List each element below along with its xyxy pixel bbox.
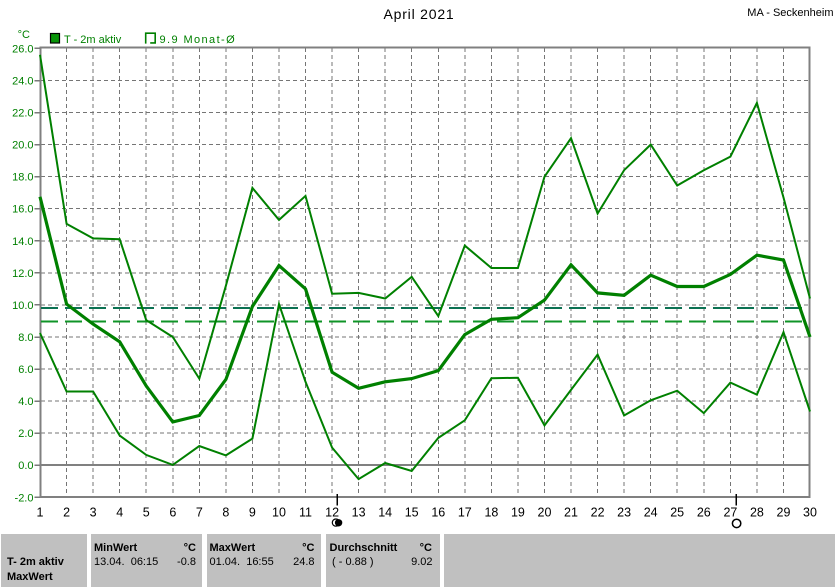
svg-text:21: 21	[564, 506, 578, 520]
svg-text:6.0: 6.0	[18, 364, 33, 376]
svg-text:25: 25	[670, 506, 684, 520]
svg-text:6: 6	[169, 506, 176, 520]
svg-text:18: 18	[484, 506, 498, 520]
svg-text:24.0: 24.0	[12, 76, 33, 88]
svg-text:7: 7	[196, 506, 203, 520]
svg-text:20: 20	[538, 506, 552, 520]
svg-text:MA - Seckenheim: MA - Seckenheim	[747, 7, 833, 19]
svg-text:30: 30	[803, 506, 817, 520]
svg-text:16: 16	[431, 506, 445, 520]
svg-text:26: 26	[697, 506, 711, 520]
svg-text:22.0: 22.0	[12, 108, 33, 120]
svg-text:2.0: 2.0	[18, 428, 33, 440]
svg-text:°C: °C	[18, 29, 30, 41]
svg-text:9: 9	[249, 506, 256, 520]
svg-text:12.0: 12.0	[12, 268, 33, 280]
svg-text:27: 27	[723, 506, 737, 520]
svg-text:10.0: 10.0	[12, 300, 33, 312]
svg-text:10: 10	[272, 506, 286, 520]
svg-text:0.0: 0.0	[18, 460, 33, 472]
svg-text:4: 4	[116, 506, 123, 520]
svg-text:9.9 Monat-Ø: 9.9 Monat-Ø	[160, 34, 237, 46]
svg-text:17: 17	[458, 506, 472, 520]
svg-text:20.0: 20.0	[12, 140, 33, 152]
svg-text:22: 22	[591, 506, 605, 520]
svg-text:1: 1	[37, 506, 44, 520]
svg-text:14.0: 14.0	[12, 236, 33, 248]
svg-text:-2.0: -2.0	[15, 492, 34, 504]
svg-text:16.0: 16.0	[12, 204, 33, 216]
svg-text:14: 14	[378, 506, 392, 520]
svg-text:23: 23	[617, 506, 631, 520]
svg-text:5: 5	[143, 506, 150, 520]
svg-text:24: 24	[644, 506, 658, 520]
svg-text:8: 8	[222, 506, 229, 520]
svg-text:2: 2	[63, 506, 70, 520]
svg-text:8.0: 8.0	[18, 332, 33, 344]
svg-text:T - 2m aktiv: T - 2m aktiv	[64, 34, 122, 46]
svg-text:26.0: 26.0	[12, 43, 33, 55]
svg-text:28: 28	[750, 506, 764, 520]
svg-text:15: 15	[405, 506, 419, 520]
svg-text:12: 12	[325, 506, 339, 520]
svg-text:29: 29	[777, 506, 791, 520]
svg-text:13: 13	[352, 506, 366, 520]
svg-text:3: 3	[90, 506, 97, 520]
svg-text:18.0: 18.0	[12, 172, 33, 184]
svg-text:4.0: 4.0	[18, 396, 33, 408]
svg-text:19: 19	[511, 506, 525, 520]
svg-text:April 2021: April 2021	[383, 6, 454, 22]
svg-text:11: 11	[299, 506, 312, 520]
